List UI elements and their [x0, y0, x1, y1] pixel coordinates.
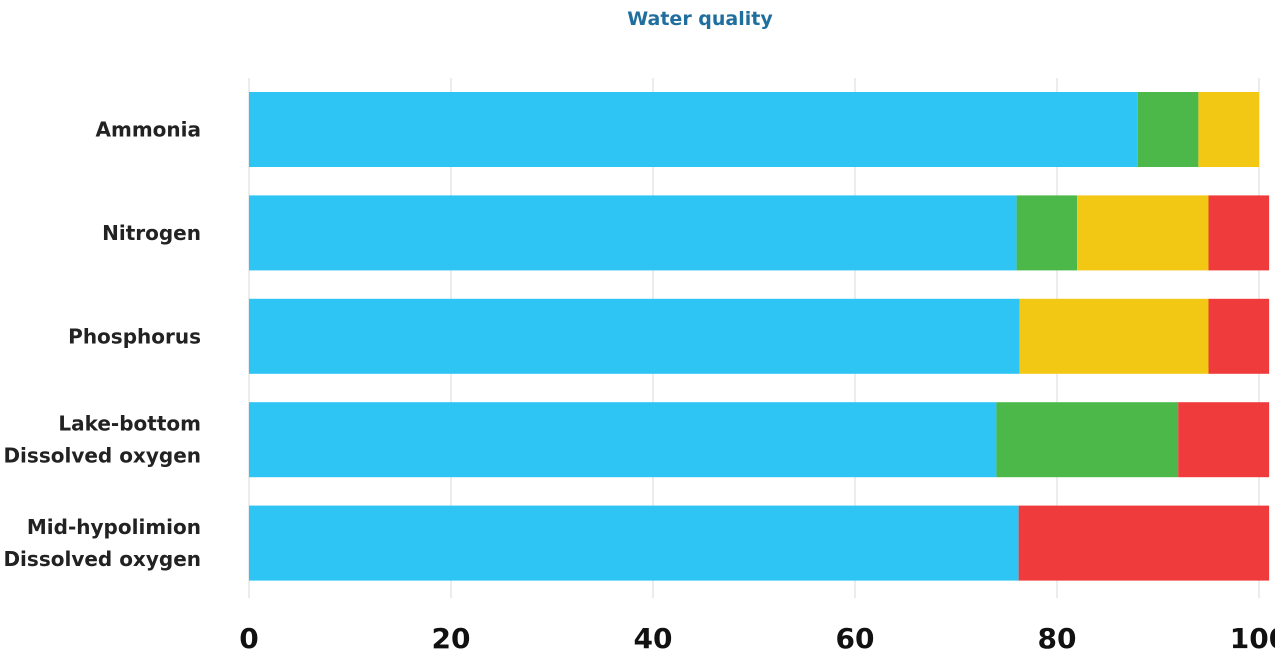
category-label: Mid-hypolimion — [27, 515, 201, 539]
category-label: Nitrogen — [102, 221, 201, 245]
x-tick-label: 0 — [239, 622, 258, 655]
x-tick-label: 80 — [1038, 622, 1077, 655]
bar-segment — [996, 402, 1179, 478]
bar-segment — [1208, 298, 1270, 374]
category-label: Dissolved oxygen — [3, 444, 201, 468]
bar-segment — [249, 505, 1019, 581]
bar-segment — [249, 402, 997, 478]
bar-segment — [249, 195, 1017, 271]
x-tick-label: 40 — [634, 622, 673, 655]
category-label: Ammonia — [96, 118, 202, 142]
bar-segment — [1198, 92, 1259, 167]
category-label: Phosphorus — [68, 324, 201, 348]
bar-segment — [1178, 402, 1270, 478]
x-tick-label: 100 — [1230, 622, 1275, 655]
x-tick-label: 60 — [836, 622, 875, 655]
category-label: Dissolved oxygen — [3, 547, 201, 571]
bar-segment — [1077, 195, 1209, 271]
bar-segment — [1137, 92, 1199, 167]
bar-segment — [1016, 195, 1078, 271]
bar-segment — [1019, 298, 1209, 374]
x-tick-label: 20 — [432, 622, 471, 655]
category-label: Lake-bottom — [58, 412, 201, 436]
chart-title: Water quality — [627, 8, 773, 30]
bar-segment — [1018, 505, 1270, 581]
bar-segment — [249, 92, 1138, 167]
bar-segment — [1208, 195, 1270, 271]
bar-segment — [249, 298, 1020, 374]
